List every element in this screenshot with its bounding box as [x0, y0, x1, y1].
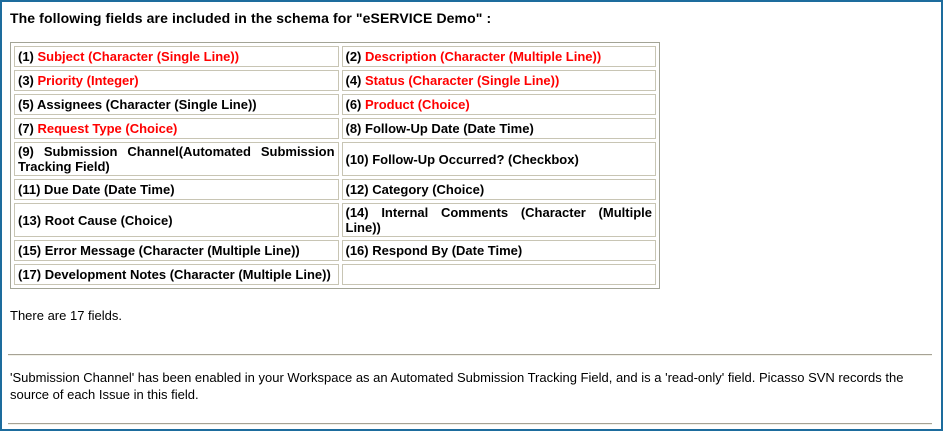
field-label: Submission Channel(Automated Submission … [18, 144, 335, 174]
field-cell: (13) Root Cause (Choice) [14, 203, 339, 237]
field-label: Development Notes (Character (Multiple L… [44, 267, 331, 282]
submission-channel-note: 'Submission Channel' has been enabled in… [10, 370, 904, 402]
field-label: Category (Choice) [372, 182, 485, 197]
field-number: (11) [18, 182, 45, 197]
field-cell: (3) Priority (Integer) [14, 70, 339, 91]
schema-report-page: The following fields are included in the… [2, 2, 941, 425]
field-cell: (8) Follow-Up Date (Date Time) [341, 118, 656, 139]
field-label: Root Cause (Choice) [44, 212, 173, 228]
field-cell: (9) Submission Channel(Automated Submiss… [14, 142, 339, 176]
field-label: Due Date (Date Time) [44, 182, 175, 197]
field-number: (1) [18, 49, 38, 64]
field-label: Assignees (Character (Single Line)) [37, 97, 257, 112]
field-cell: (17) Development Notes (Character (Multi… [14, 264, 339, 285]
field-number: (12) [345, 182, 373, 197]
field-label: Status (Character (Single Line)) [365, 73, 560, 88]
field-cell: (10) Follow-Up Occurred? (Checkbox) [341, 142, 656, 176]
field-label: Follow-Up Date (Date Time) [365, 121, 534, 136]
page-title: The following fields are included in the… [10, 10, 492, 26]
field-cell: (1) Subject (Character (Single Line)) [14, 46, 339, 67]
table-row: (5) Assignees (Character (Single Line))(… [14, 94, 656, 115]
field-cell: (4) Status (Character (Single Line)) [341, 70, 656, 91]
field-cell: (12) Category (Choice) [341, 179, 656, 200]
field-number: (6) [345, 97, 365, 112]
field-number: (17) [18, 267, 45, 282]
field-cell: (6) Product (Choice) [341, 94, 656, 115]
field-cell: (7) Request Type (Choice) [14, 118, 339, 139]
table-row: (1) Subject (Character (Single Line)) (2)… [14, 46, 656, 67]
field-label: Subject (Character (Single Line)) [37, 49, 240, 64]
field-number: (4) [345, 73, 365, 88]
field-label: Error Message (Character (Multiple Line)… [44, 243, 300, 258]
field-cell: (14) Internal Comments (Character (Multi… [341, 203, 656, 237]
field-cell: (16) Respond By (Date Time) [341, 240, 656, 261]
field-label: Follow-Up Occurred? (Checkbox) [372, 151, 579, 167]
divider-bottom [8, 423, 932, 425]
field-label: Priority (Integer) [37, 73, 139, 88]
field-label: Product (Choice) [365, 97, 470, 112]
table-row: (7) Request Type (Choice) (8) Follow-Up D… [14, 118, 656, 139]
schema-fields-table: (1) Subject (Character (Single Line)) (2)… [10, 42, 660, 289]
field-number: (7) [18, 121, 38, 136]
table-row: (17) Development Notes (Character (Multi… [14, 264, 656, 285]
field-number: (10) [345, 151, 373, 167]
field-number: (8) [345, 121, 365, 136]
field-cell: (15) Error Message (Character (Multiple … [14, 240, 339, 261]
field-number: (2) [345, 49, 365, 64]
empty-cell [341, 264, 656, 285]
table-row: (15) Error Message (Character (Multiple … [14, 240, 656, 261]
field-cell: (11) Due Date (Date Time) [14, 179, 339, 200]
field-cell: (5) Assignees (Character (Single Line)) [14, 94, 339, 115]
field-label: Internal Comments (Character (Multiple L… [345, 205, 653, 235]
field-label: Description (Character (Multiple Line)) [365, 49, 602, 64]
table-row: (13) Root Cause (Choice) (14) Internal Co… [14, 203, 656, 237]
divider-top [8, 354, 932, 356]
field-label: Request Type (Choice) [37, 121, 178, 136]
field-number: (9) [18, 144, 44, 159]
field-number: (3) [18, 73, 38, 88]
field-cell: (2) Description (Character (Multiple Lin… [341, 46, 656, 67]
field-number: (5) [18, 97, 38, 112]
field-count-text: There are 17 fields. [10, 308, 123, 323]
field-number: (16) [345, 243, 373, 258]
table-row: (9) Submission Channel(Automated Submiss… [14, 142, 656, 176]
field-number: (13) [18, 212, 45, 228]
field-number: (15) [18, 243, 45, 258]
table-row: (11) Due Date (Date Time) (12) Category (… [14, 179, 656, 200]
table-row: (3) Priority (Integer) (4) Status (Charac… [14, 70, 656, 91]
field-number: (14) [345, 205, 382, 220]
field-label: Respond By (Date Time) [372, 243, 523, 258]
